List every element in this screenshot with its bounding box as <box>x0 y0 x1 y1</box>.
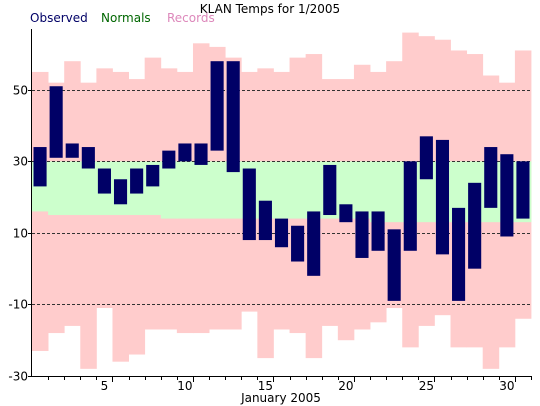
observed-bar-day-18 <box>307 211 321 276</box>
observed-bar-day-11 <box>194 143 208 165</box>
observed-bar-day-2 <box>49 86 63 158</box>
normals-bar-day-17 <box>289 161 307 219</box>
observed-bar-day-12 <box>210 61 224 151</box>
observed-bar-day-26 <box>435 139 450 255</box>
observed-bar-day-28 <box>468 182 482 269</box>
y-tick-label--10: -10 <box>8 298 28 312</box>
observed-bar-day-14 <box>242 168 256 241</box>
y-tick-label-50: 50 <box>13 84 28 98</box>
x-tick-label-10: 10 <box>177 379 192 393</box>
x-ticks: 5 10 15 20 25 30 <box>48 376 532 393</box>
normals-bar-day-3 <box>64 161 81 216</box>
normals-bar-day-22 <box>370 161 387 223</box>
observed-bar-day-24 <box>403 161 417 251</box>
observed-bar-day-6 <box>113 179 128 205</box>
observed-bar-day-22 <box>371 211 385 251</box>
observed-bar-day-21 <box>355 211 369 258</box>
normals-bar-day-18 <box>305 161 323 219</box>
legend-records: Records <box>167 11 215 25</box>
normals-bar-day-11 <box>192 161 210 219</box>
observed-bar-day-1 <box>33 147 47 187</box>
y-tick-label-30: 30 <box>13 155 28 169</box>
normals-bar-day-16 <box>273 161 290 219</box>
observed-bar-day-15 <box>258 200 272 241</box>
observed-bar-day-20 <box>339 204 353 223</box>
y-ticks: -30 -10 10 30 50 <box>8 84 32 384</box>
x-tick-label-5: 5 <box>101 379 109 393</box>
observed-bar-day-27 <box>452 207 466 301</box>
x-tick-label-30: 30 <box>499 379 514 393</box>
x-tick-label-15: 15 <box>258 379 273 393</box>
normals-bar-day-12 <box>209 161 226 219</box>
observed-bar-day-5 <box>97 168 111 194</box>
observed-bar-day-7 <box>130 168 144 194</box>
normals-bar-day-2 <box>48 161 65 216</box>
normals-bar-day-4 <box>80 161 97 216</box>
observed-bar-day-19 <box>323 164 337 216</box>
y-tick-label--30: -30 <box>8 370 28 384</box>
records-bar-day-1 <box>32 71 49 351</box>
observed-bar-day-3 <box>65 143 79 158</box>
x-tick-label-20: 20 <box>338 379 353 393</box>
observed-bar-day-29 <box>484 147 498 208</box>
legend-normals: Normals <box>101 11 151 25</box>
records-bar-day-7 <box>128 79 146 355</box>
observed-bar-day-13 <box>226 61 240 173</box>
observed-bar-day-23 <box>387 229 401 301</box>
observed-bar-day-30 <box>500 154 514 237</box>
observed-bar-day-9 <box>162 150 176 169</box>
observed-bar-day-8 <box>146 164 160 187</box>
chart-title: KLAN Temps for 1/2005 <box>200 2 340 16</box>
observed-bar-day-17 <box>291 225 305 262</box>
observed-bars <box>33 61 530 301</box>
records-bar-day-6 <box>112 71 129 362</box>
y-tick-label-10: 10 <box>13 227 28 241</box>
x-axis-label: January 2005 <box>240 391 321 405</box>
axes <box>31 29 531 377</box>
x-tick-label-25: 25 <box>419 379 434 393</box>
normals-bar-day-23 <box>386 161 403 223</box>
normals-bar-day-9 <box>160 161 178 219</box>
observed-bar-day-4 <box>81 147 95 169</box>
records-bar-day-29 <box>482 75 500 369</box>
normals-bar-day-21 <box>353 161 371 219</box>
observed-bar-day-31 <box>516 161 530 219</box>
normals-bar-day-13 <box>225 161 242 219</box>
observed-bar-day-16 <box>274 218 289 248</box>
normals-bar-day-10 <box>176 161 194 219</box>
legend-observed: Observed <box>30 11 88 25</box>
records-bar-day-4 <box>80 82 97 369</box>
observed-bar-day-25 <box>419 136 433 180</box>
observed-bar-day-10 <box>178 143 192 162</box>
normals-bar-day-27 <box>450 161 468 223</box>
